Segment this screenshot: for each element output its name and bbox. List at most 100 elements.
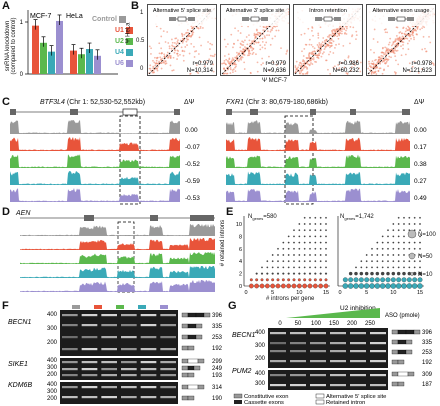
band-size: 253: [212, 335, 223, 341]
dpsi-value-2: 0.27: [414, 178, 427, 185]
gel-band: [140, 324, 157, 327]
gel-band: [160, 348, 176, 351]
bubble: [314, 235, 317, 238]
bubble: [325, 216, 327, 219]
dose-label: 0: [278, 321, 282, 327]
gel-band: [62, 361, 78, 364]
legend-u1: U1: [115, 27, 124, 34]
ladder-label: 200: [47, 340, 58, 346]
gel-band: [81, 396, 98, 399]
panel-label-c: C: [2, 96, 10, 108]
gel-band: [160, 336, 176, 339]
bubble: [281, 278, 285, 282]
gel-band: [101, 336, 117, 339]
panel-a-chart: 0 1 MCF-7 HeLa: [20, 10, 118, 78]
bubble: [353, 283, 359, 289]
bubble: [303, 266, 306, 269]
gel-band: [62, 396, 78, 399]
bubble: [376, 241, 379, 244]
bubble: [303, 254, 306, 256]
bubble: [354, 271, 358, 276]
dpsi-value-1: -0.59: [185, 178, 200, 185]
coverage-track-aen: [20, 280, 215, 292]
bubble: [319, 247, 322, 250]
bubble: [303, 216, 306, 219]
bubble: [293, 254, 295, 256]
gel-band: [160, 324, 176, 327]
bar-MCF-7-U2: [40, 42, 47, 74]
bubble: [364, 271, 369, 276]
bubble: [397, 216, 400, 219]
scatter-title: Alternative exon usage: [373, 8, 430, 14]
bubble: [287, 235, 290, 238]
scatter-r: r=0.986: [338, 61, 359, 67]
bubble: [287, 272, 290, 275]
bubble: [314, 247, 317, 250]
dpsi-1: ΔΨ: [184, 99, 195, 106]
coverage-track: [226, 137, 410, 151]
bubble: [413, 266, 416, 269]
bubble: [292, 278, 296, 282]
bubble: [291, 283, 297, 289]
bubble: [319, 266, 322, 269]
bubble: [293, 241, 295, 244]
dose-label: 250: [365, 321, 376, 327]
bubble: [303, 223, 306, 225]
bubble: [325, 235, 327, 238]
bubble: [380, 271, 385, 276]
bubble: [319, 278, 323, 282]
xtick: 15: [323, 290, 329, 296]
bubble: [308, 272, 312, 275]
bubble: [319, 229, 322, 232]
bubble: [403, 241, 405, 244]
gel-kdm6b: [60, 382, 178, 404]
gel-band: [310, 384, 326, 387]
gel-band: [101, 368, 117, 371]
gene-sike1: SIKE1: [8, 361, 28, 368]
gel-band: [350, 374, 366, 377]
gel-band: [81, 348, 98, 351]
bubble: [307, 283, 313, 289]
bubble: [303, 235, 306, 238]
panel-b-scatters: Alternative 5′ splice site r=0.979 N=10,31…: [147, 4, 439, 76]
bubble: [325, 241, 327, 244]
panel-e-ylabel: # retained introns: [220, 219, 227, 267]
panel-a-ylabel: snRNA knockdown (compared to control): [5, 17, 17, 75]
bubble: [413, 260, 416, 263]
lane-tag: [72, 305, 80, 309]
bubble: [303, 272, 306, 275]
bubble: [324, 278, 328, 282]
bubble: [260, 278, 264, 282]
bubble: [365, 260, 368, 263]
bubble: [265, 278, 269, 282]
bubble: [408, 260, 411, 263]
ladder-label: 400: [255, 371, 266, 377]
gel-band: [290, 384, 306, 387]
band-size: 193: [212, 373, 223, 379]
bar-HeLa-U6: [94, 55, 101, 74]
gene-kdm6b: KDM6B: [8, 382, 32, 389]
bubble: [302, 283, 308, 289]
ytick: 0: [239, 284, 242, 290]
gel-band: [270, 350, 286, 353]
bubble: [287, 241, 290, 244]
bubble: [261, 266, 263, 269]
gel-band: [290, 360, 306, 363]
band-size: 335: [422, 340, 433, 346]
xtick: 10: [296, 290, 302, 296]
gel-band: [310, 374, 326, 377]
ytick: 10: [236, 222, 242, 228]
ladder-label: 300: [47, 365, 58, 371]
coverage-track: [10, 171, 180, 185]
gel-band: [330, 374, 346, 377]
bubble: [397, 241, 400, 244]
bubble: [266, 272, 269, 275]
gel-band: [81, 336, 98, 339]
bar-HeLa-U1: [70, 50, 77, 74]
bubble: [309, 235, 311, 238]
bubble: [411, 283, 418, 289]
bubble: [323, 283, 329, 289]
bubble: [360, 260, 363, 263]
bubble: [403, 229, 405, 232]
bubble: [419, 254, 421, 256]
